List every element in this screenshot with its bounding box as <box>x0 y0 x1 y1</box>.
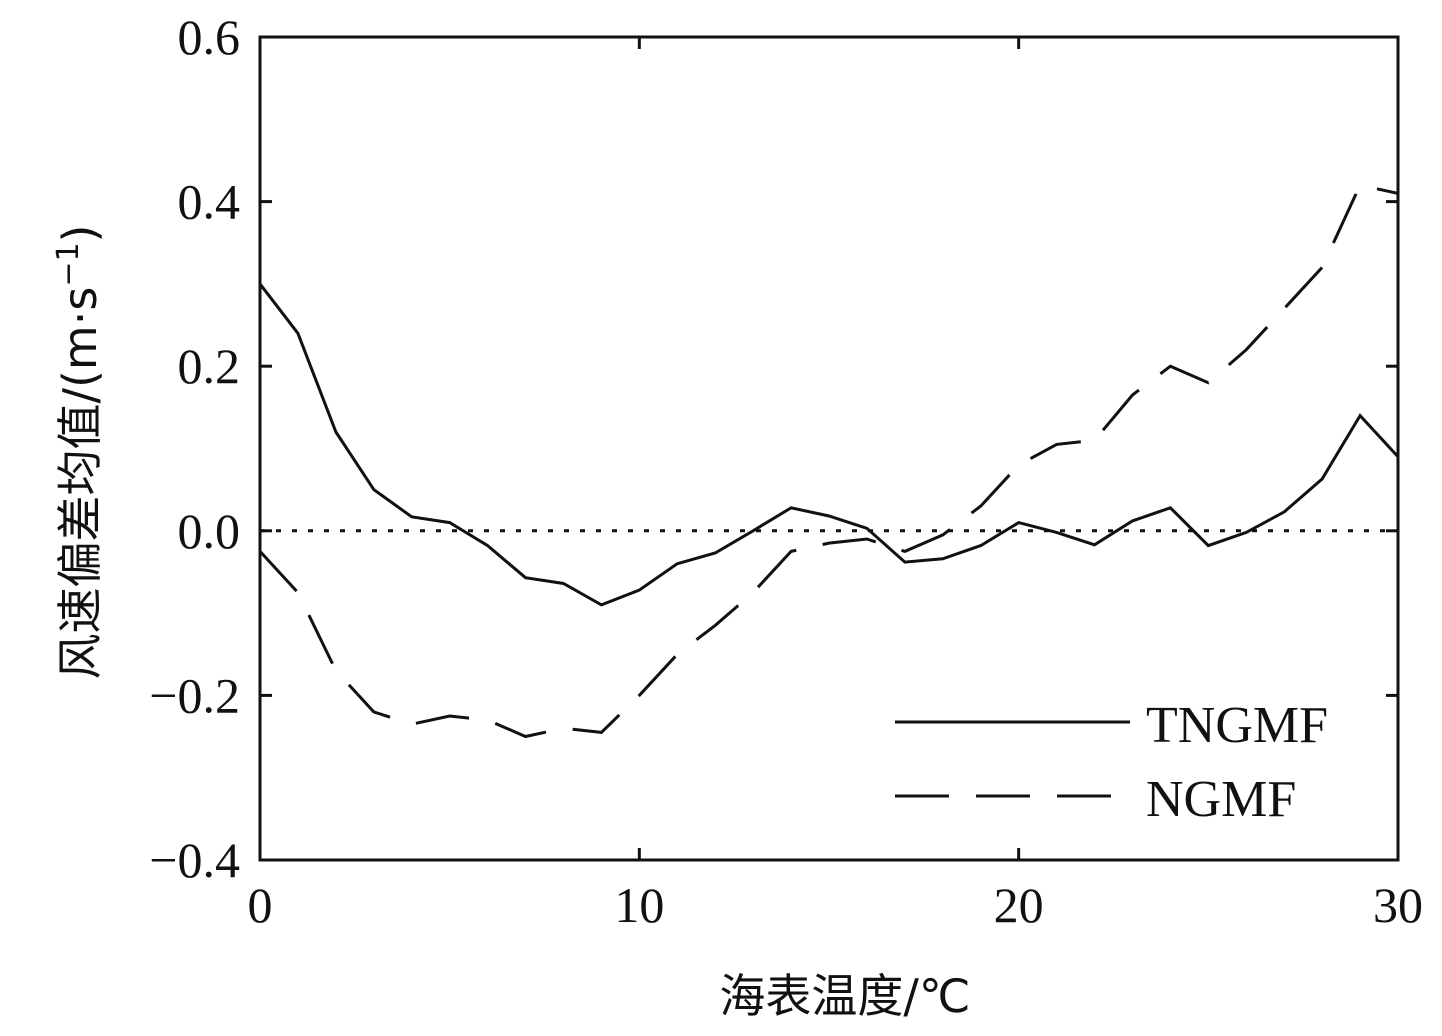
legend: TNGMF NGMF <box>895 697 1328 828</box>
plot-lines <box>258 183 1400 739</box>
series-line-ngmf <box>258 183 1399 739</box>
axis-tick-labels: 0 10 20 30 0.6 0.4 0.2 0.0 −0.2 −0.4 <box>149 9 1423 933</box>
y-axis-label-exponent: −1 <box>51 242 86 286</box>
y-tick-label: −0.2 <box>149 667 240 723</box>
x-axis-label: 海表温度/℃ <box>719 969 970 1023</box>
legend-label-tngmf: TNGMF <box>1146 697 1328 754</box>
x-tick-label: 0 <box>248 877 273 933</box>
x-tick-label: 20 <box>994 877 1044 933</box>
x-tick-label: 10 <box>614 877 664 933</box>
y-tick-label: 0.0 <box>178 503 241 559</box>
y-tick-label: 0.6 <box>178 9 241 65</box>
legend-label-ngmf: NGMF <box>1146 771 1296 828</box>
y-tick-label: 0.4 <box>178 174 241 230</box>
plot-frame <box>258 35 1400 862</box>
x-tick-label: 30 <box>1373 877 1423 933</box>
y-tick-label: −0.4 <box>149 832 240 888</box>
y-tick-label: 0.2 <box>178 338 241 394</box>
y-axis-label-close: ) <box>53 224 107 242</box>
y-axis-label-main: 风速偏差均值/(m·s <box>53 287 107 680</box>
series-line-tngmf <box>258 282 1400 607</box>
y-axis-label: 风速偏差均值/(m·s−1) <box>51 224 107 679</box>
